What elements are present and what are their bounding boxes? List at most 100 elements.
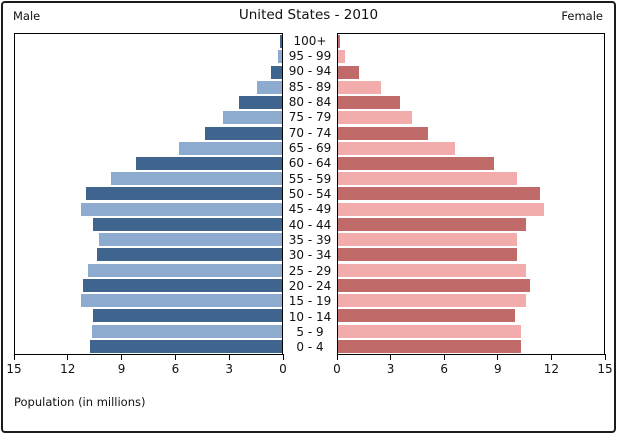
bar-male-5-9 (91, 324, 282, 338)
chart-title: United States - 2010 (238, 7, 379, 23)
bar-male-35-39 (98, 233, 282, 247)
male-axis-label: Male (13, 9, 41, 23)
axis-tick-mark (443, 354, 445, 360)
age-group-label: 25 - 29 (288, 263, 332, 278)
bar-male-80-84 (239, 96, 282, 110)
bar-male-10-14 (93, 309, 282, 323)
female-axis-label: Female (561, 9, 603, 23)
bar-male-100+ (280, 35, 282, 49)
age-group-label: 0 - 4 (296, 340, 324, 355)
bar-male-55-59 (111, 172, 282, 186)
female-panel (337, 33, 605, 355)
bar-row-female (338, 278, 604, 293)
bar-row-male (15, 339, 282, 354)
bar-row-female (338, 125, 604, 140)
bar-female-35-39 (338, 233, 518, 247)
bar-female-40-44 (338, 217, 526, 231)
age-group-label: 50 - 54 (288, 186, 332, 201)
axis-tick-mark (550, 354, 552, 360)
bar-row-male (15, 49, 282, 64)
bar-male-15-19 (80, 294, 282, 308)
bar-row-female (338, 232, 604, 247)
bar-row-female (338, 263, 604, 278)
bar-row-male (15, 125, 282, 140)
bar-row-male (15, 95, 282, 110)
bar-female-20-24 (338, 278, 530, 292)
axis-tick-label: 9 (117, 362, 126, 376)
bar-row-female (338, 217, 604, 232)
bar-female-15-19 (338, 294, 526, 308)
bar-male-90-94 (271, 65, 282, 79)
bar-female-50-54 (338, 187, 541, 201)
age-group-label: 5 - 9 (296, 324, 324, 339)
age-group-label: 90 - 94 (288, 64, 332, 79)
bar-row-male (15, 217, 282, 232)
bar-male-70-74 (205, 126, 282, 140)
axis-tick-label: 3 (225, 362, 234, 376)
bar-male-75-79 (223, 111, 282, 125)
axis-tick-label: 6 (171, 362, 180, 376)
axis-tick-mark (67, 354, 69, 360)
bar-female-95-99 (338, 50, 346, 64)
male-axis: 15 12 9 6 3 0 (6, 354, 287, 376)
bar-row-male (15, 80, 282, 95)
bar-row-female (338, 34, 604, 49)
age-group-label: 20 - 24 (288, 278, 332, 293)
axis-tick-mark (336, 354, 338, 360)
age-group-label: 75 - 79 (288, 110, 332, 125)
bar-row-male (15, 171, 282, 186)
axis-tick-label: 15 (597, 362, 613, 376)
bar-row-female (338, 247, 604, 262)
bar-row-male (15, 64, 282, 79)
age-labels: 100+ 95 - 99 90 - 94 85 - 89 80 - 84 75 - 79 7… (283, 33, 337, 355)
age-group-label: 100+ (293, 33, 327, 48)
bar-female-90-94 (338, 65, 360, 79)
axis-tick-mark (13, 354, 15, 360)
male-panel (14, 33, 283, 355)
age-group-label: 65 - 69 (288, 140, 332, 155)
bar-female-80-84 (338, 96, 401, 110)
axis-tick-mark (497, 354, 499, 360)
axis-tick-label: 15 (6, 362, 22, 376)
bar-row-male (15, 308, 282, 323)
bar-row-male (15, 202, 282, 217)
bar-male-60-64 (136, 156, 282, 170)
bar-female-100+ (338, 35, 340, 49)
bar-row-male (15, 293, 282, 308)
bar-female-45-49 (338, 202, 544, 216)
bar-row-male (15, 323, 282, 338)
bar-female-30-34 (338, 248, 518, 262)
axis-tick-mark (390, 354, 392, 360)
bar-female-65-69 (338, 141, 456, 155)
axis-tick-label: 0 (279, 362, 287, 376)
bar-row-male (15, 156, 282, 171)
bar-male-40-44 (93, 217, 282, 231)
age-group-label: 70 - 74 (288, 125, 332, 140)
bar-row-male (15, 34, 282, 49)
x-axis-title: Population (in millions) (14, 395, 146, 409)
bar-row-male (15, 232, 282, 247)
axis-tick-label: 6 (440, 362, 449, 376)
bar-female-0-4 (338, 339, 521, 353)
bar-row-male (15, 186, 282, 201)
age-group-label: 55 - 59 (288, 171, 332, 186)
age-group-label: 60 - 64 (288, 156, 332, 171)
age-group-label: 95 - 99 (288, 48, 332, 63)
axis-tick-mark (121, 354, 123, 360)
bar-male-0-4 (89, 339, 282, 353)
age-group-label: 15 - 19 (288, 294, 332, 309)
bar-male-45-49 (80, 202, 282, 216)
bar-row-female (338, 141, 604, 156)
bar-row-male (15, 278, 282, 293)
bar-row-male (15, 141, 282, 156)
bar-row-female (338, 202, 604, 217)
bar-male-20-24 (82, 278, 282, 292)
bar-row-male (15, 263, 282, 278)
bar-row-female (338, 293, 604, 308)
axis-tick-label: 0 (333, 362, 341, 376)
bar-female-60-64 (338, 156, 495, 170)
bar-row-female (338, 171, 604, 186)
bar-female-85-89 (338, 80, 381, 94)
axis-tick-label: 3 (386, 362, 395, 376)
